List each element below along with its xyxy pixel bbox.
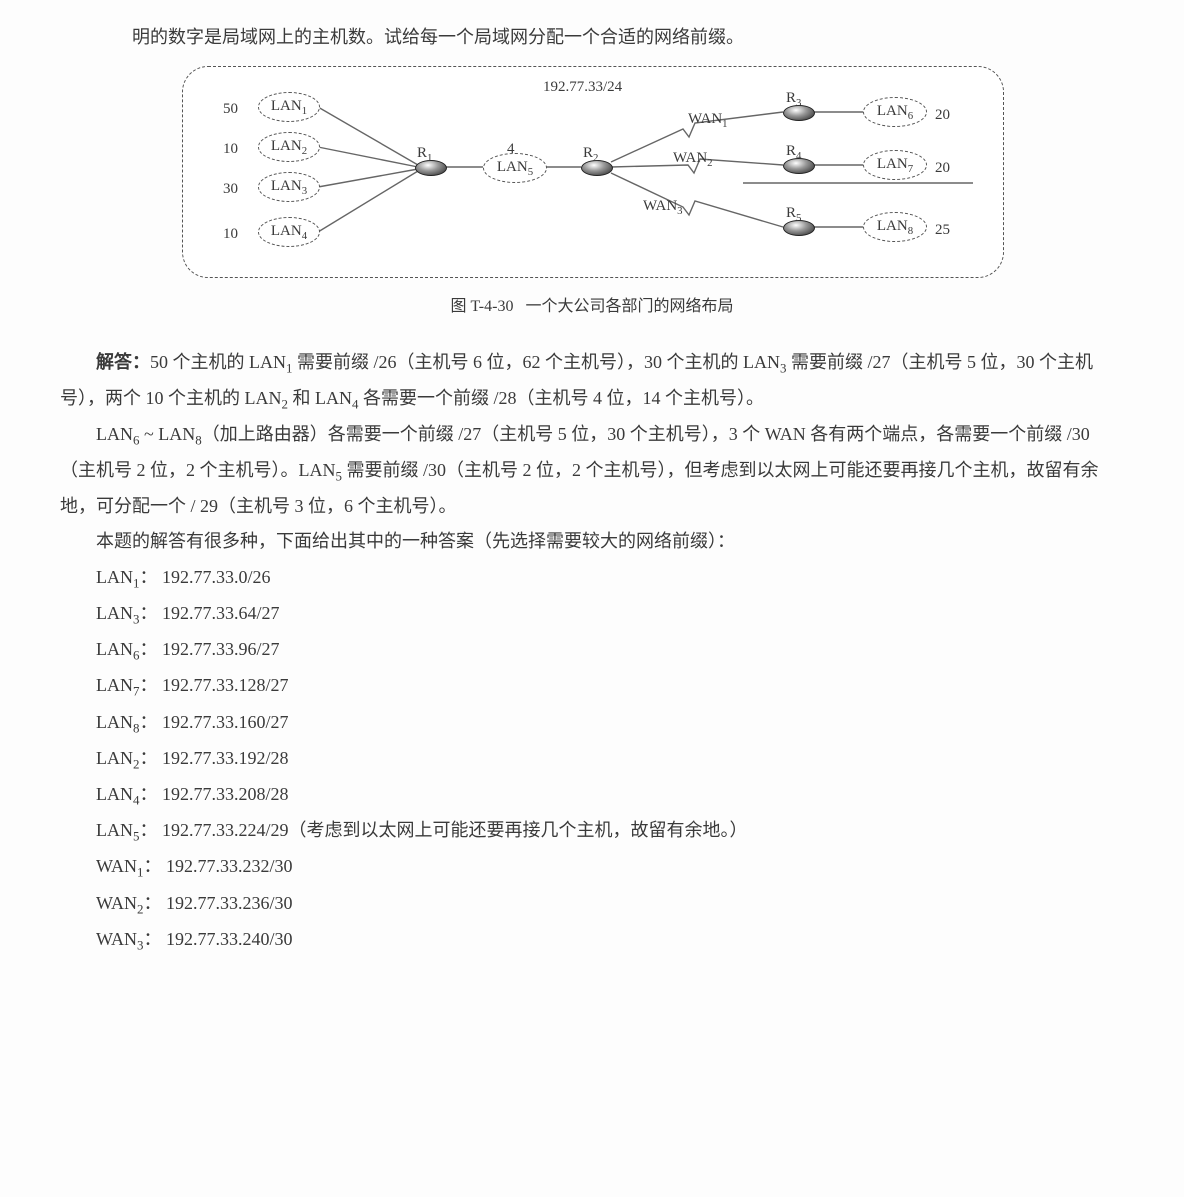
answer-line: LAN4： 192.77.33.208/28: [60, 777, 1124, 813]
figure-caption: 图 T-4-30 一个大公司各部门的网络布局: [60, 292, 1124, 322]
host-count: 10: [223, 220, 238, 249]
diagram-container: 192.77.33/24 50 10 30 10 LAN1 LAN2 LAN3 …: [182, 66, 1002, 278]
wan-label: WAN1: [688, 105, 728, 135]
diagram-cidr: 192.77.33/24: [543, 73, 622, 102]
answer-line: WAN1： 192.77.33.232/30: [60, 849, 1124, 885]
answer-line: LAN5： 192.77.33.224/29（考虑到以太网上可能还要再接几个主机…: [60, 813, 1124, 849]
lan-node: LAN6: [863, 97, 927, 127]
host-count: 20: [935, 154, 950, 183]
answer-line: WAN3： 192.77.33.240/30: [60, 922, 1124, 958]
lan-node: LAN3: [258, 172, 320, 202]
host-count: 50: [223, 95, 238, 124]
answer-line: LAN7： 192.77.33.128/27: [60, 668, 1124, 704]
problem-tail-line: 明的数字是局域网上的主机数。试给每一个局域网分配一个合适的网络前缀。: [60, 20, 1124, 54]
answer-para-2: LAN6 ~ LAN8（加上路由器）各需要一个前缀 /27（主机号 5 位，30…: [60, 417, 1124, 524]
host-count: 10: [223, 135, 238, 164]
answer-line: LAN3： 192.77.33.64/27: [60, 596, 1124, 632]
answer-line: LAN8： 192.77.33.160/27: [60, 705, 1124, 741]
lan-node: LAN1: [258, 92, 320, 122]
answer-line: LAN6： 192.77.33.96/27: [60, 632, 1124, 668]
network-diagram: 192.77.33/24 50 10 30 10 LAN1 LAN2 LAN3 …: [182, 66, 1004, 278]
wan-label: WAN2: [673, 144, 713, 174]
para1-body: 50 个主机的 LAN1 需要前缀 /26（主机号 6 位，62 个主机号），3…: [60, 352, 1093, 408]
answer-line: LAN1： 192.77.33.0/26: [60, 560, 1124, 596]
host-count: 30: [223, 175, 238, 204]
answer-para-1: 解答：50 个主机的 LAN1 需要前缀 /26（主机号 6 位，62 个主机号…: [60, 345, 1124, 417]
router-label: R1: [417, 139, 432, 169]
answer-para-3: 本题的解答有很多种，下面给出其中的一种答案（先选择需要较大的网络前缀）：: [60, 524, 1124, 558]
host-count: 20: [935, 101, 950, 130]
lan-node: LAN5: [483, 153, 547, 183]
lan-node: LAN2: [258, 132, 320, 162]
answer-list: LAN1： 192.77.33.0/26LAN3： 192.77.33.64/2…: [60, 560, 1124, 958]
host-count: 25: [935, 216, 950, 245]
lan-node: LAN4: [258, 217, 320, 247]
router-label: R2: [583, 139, 598, 169]
router-label: R3: [786, 84, 801, 114]
lan-node: LAN8: [863, 212, 927, 242]
answer-line: WAN2： 192.77.33.236/30: [60, 886, 1124, 922]
router-label: R5: [786, 199, 801, 229]
router-label: R4: [786, 137, 801, 167]
lan-node: LAN7: [863, 150, 927, 180]
wan-label: WAN3: [643, 192, 683, 222]
answer-line: LAN2： 192.77.33.192/28: [60, 741, 1124, 777]
